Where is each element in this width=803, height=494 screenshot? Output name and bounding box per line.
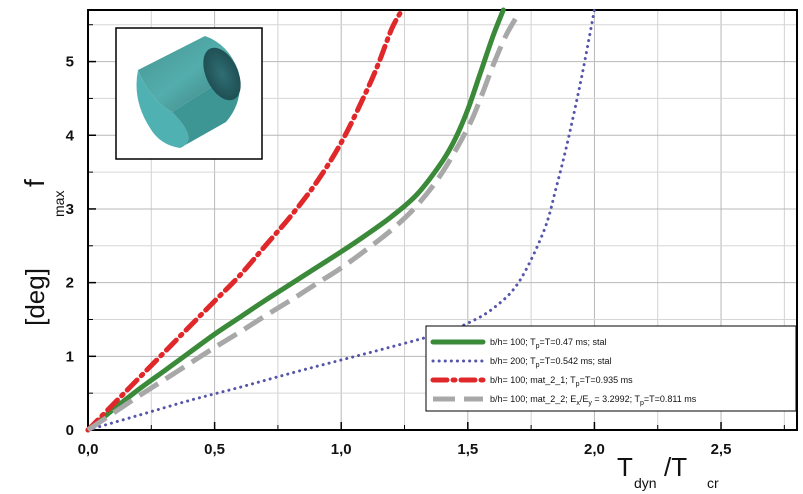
- legend-label-3: b/h= 100; mat_2_1; Tp=T=0.935 ms: [490, 375, 633, 388]
- x-axis-main: T: [617, 452, 633, 482]
- svg-text:/T: /T: [664, 452, 687, 482]
- y-axis-sub: max: [51, 191, 67, 217]
- x-axis-mid: /T: [664, 452, 687, 482]
- x-tick-label: 1,5: [457, 441, 478, 458]
- y-tick-label: 4: [66, 127, 75, 144]
- y-tick-label: 5: [66, 54, 74, 71]
- series-line-1: [85, 7, 506, 433]
- legend-label-2: b/h= 200; Tp=T=0.542 ms; stal: [490, 356, 612, 369]
- y-axis-title: [deg] f max: [19, 179, 67, 326]
- svg-text:T: T: [617, 452, 633, 482]
- svg-text:dyn: dyn: [634, 475, 657, 491]
- axis-ticks: 0,0 0,5 1,0 1,5 2,0 2,5 0 1 2 3 4 5: [66, 24, 785, 458]
- legend-label-1: b/h= 100; Tp=T=0.47 ms; stal: [490, 337, 607, 350]
- x-axis-sub1: dyn: [634, 475, 657, 491]
- inset-image: [115, 27, 263, 160]
- y-tick-label: 0: [66, 422, 74, 439]
- series-line-4: [86, 12, 521, 433]
- x-tick-label: 0,5: [204, 441, 225, 458]
- legend: b/h= 100; Tp=T=0.47 ms; stal b/h= 200; Tp…: [425, 325, 797, 412]
- x-tick-label: 2,0: [584, 441, 605, 458]
- svg-text:max: max: [51, 191, 67, 217]
- y-axis-main: f: [19, 179, 50, 187]
- x-axis-title: T dyn /T cr: [617, 452, 719, 491]
- x-axis-sub2: cr: [707, 475, 719, 491]
- x-tick-label: 0,0: [78, 441, 99, 458]
- svg-text:[deg]: [deg]: [20, 268, 50, 326]
- y-tick-label: 1: [66, 348, 74, 365]
- x-tick-label: 2,5: [711, 441, 732, 458]
- y-axis-unit: [deg]: [20, 268, 50, 326]
- cylinder-shell-icon: [136, 36, 241, 148]
- svg-text:f: f: [19, 179, 50, 187]
- y-tick-label: 3: [66, 201, 74, 218]
- x-tick-label: 1,0: [331, 441, 352, 458]
- legend-label-4: b/h= 100; mat_2_2; Ex/Ey = 3.2992; Tp=T=…: [490, 394, 697, 407]
- plot-frame: [87, 9, 798, 431]
- svg-text:cr: cr: [707, 475, 719, 491]
- series-line-3: [85, 7, 405, 433]
- y-tick-label: 2: [66, 275, 74, 292]
